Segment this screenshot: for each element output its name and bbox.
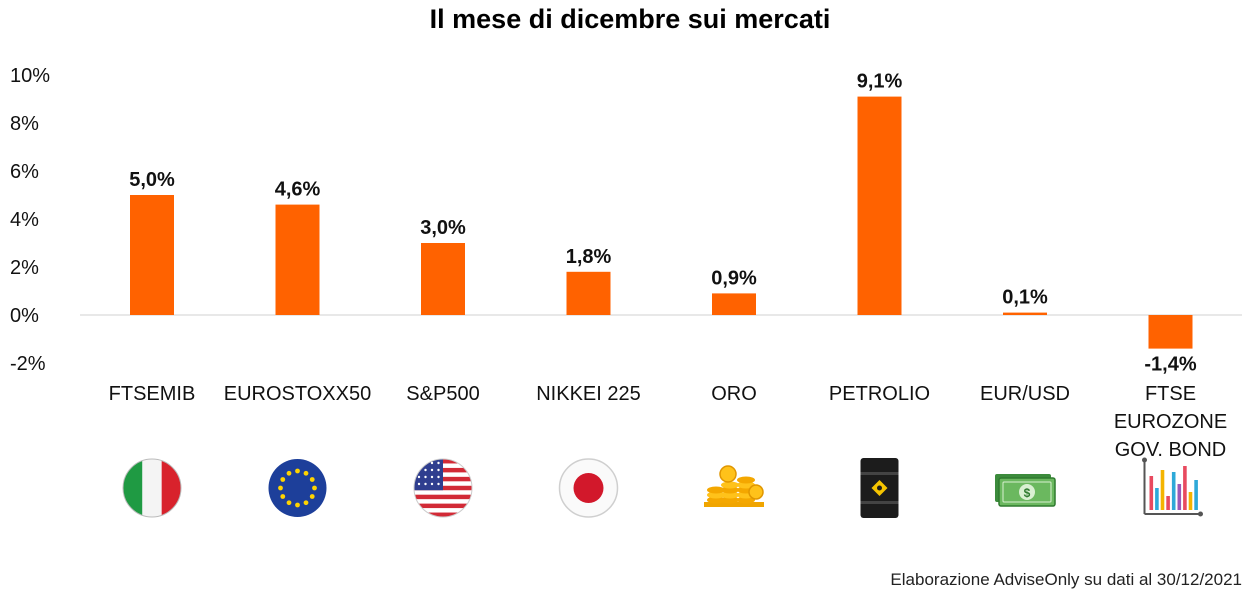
category-labels: FTSEMIB EUROSTOXX50 S&P500 NIKKEI 225 ORO PET… <box>109 383 1228 461</box>
y-tick-label: 4% <box>10 209 39 231</box>
category-label: FTSE <box>1145 383 1196 405</box>
category-label: EUROSTOXX50 <box>224 383 371 405</box>
chart-title: Il mese di dicembre sui mercati <box>429 4 831 34</box>
y-tick-label: 2% <box>10 257 39 279</box>
bar <box>130 195 174 315</box>
y-tick-label: -2% <box>10 353 46 375</box>
category-label: PETROLIO <box>829 383 930 405</box>
japan-flag-icon <box>558 458 619 518</box>
category-label: EUROZONE <box>1114 411 1227 433</box>
data-label: 3,0% <box>420 217 466 239</box>
bar <box>1003 312 1047 315</box>
category-label: S&P500 <box>406 383 479 405</box>
data-label: 9,1% <box>857 71 903 93</box>
category-label: NIKKEI 225 <box>536 383 641 405</box>
bar <box>275 204 320 315</box>
oil-barrel-icon <box>860 458 899 518</box>
data-label: 5,0% <box>129 169 175 191</box>
category-label: FTSEMIB <box>109 383 196 405</box>
eu-flag-icon <box>268 459 327 517</box>
y-axis: 10% 8% 6% 4% 2% 0% -2% <box>10 65 50 375</box>
category-label: GOV. BOND <box>1115 439 1227 461</box>
y-tick-label: 10% <box>10 65 50 87</box>
banknotes-icon: $ <box>995 474 1056 507</box>
category-icons: $ <box>122 457 1203 518</box>
italy-flag-icon <box>122 458 182 518</box>
category-label: EUR/USD <box>980 383 1070 405</box>
data-label: 1,8% <box>566 246 612 268</box>
bar <box>421 243 465 315</box>
bar <box>566 271 611 315</box>
y-tick-label: 6% <box>10 161 39 183</box>
source-note: Elaborazione AdviseOnly su dati al 30/12… <box>890 570 1242 589</box>
data-label: -1,4% <box>1144 354 1196 376</box>
data-label: 0,9% <box>711 267 757 289</box>
y-tick-label: 8% <box>10 113 39 135</box>
data-labels: 5,0% 4,6% 3,0% 1,8% 0,9% 9,1% 0,1% -1,4% <box>129 71 1197 376</box>
category-label: ORO <box>711 383 757 405</box>
bar <box>857 96 902 315</box>
bar <box>712 293 756 315</box>
data-label: 4,6% <box>275 179 321 201</box>
usa-flag-icon <box>413 458 473 518</box>
y-tick-label: 0% <box>10 305 39 327</box>
bars <box>130 96 1193 349</box>
gold-coins-icon <box>704 465 764 507</box>
bar-chart-icon <box>1142 457 1203 517</box>
bar <box>1148 315 1193 349</box>
svg-text:$: $ <box>1024 486 1031 500</box>
data-label: 0,1% <box>1002 287 1048 309</box>
